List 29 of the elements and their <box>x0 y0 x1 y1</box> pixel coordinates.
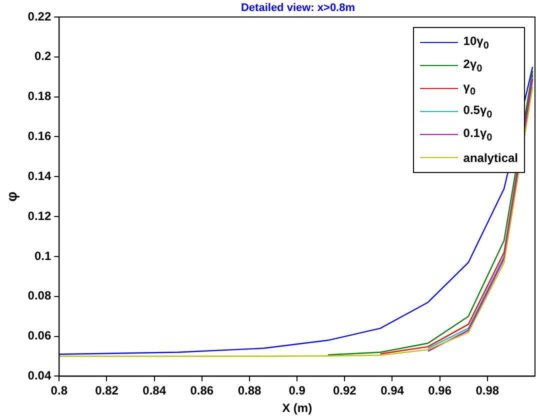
x-tick-label: 0.98 <box>476 384 500 398</box>
legend-label: 0.1γ$_{0}$ <box>463 126 492 144</box>
x-tick-label: 0.8 <box>50 384 68 398</box>
x-tick-label: 0.86 <box>190 384 214 398</box>
x-tick-label: 0.84 <box>142 384 166 398</box>
legend-label: 2γ$_{0}$ <box>463 56 482 74</box>
x-tick-label: 0.9 <box>288 384 306 398</box>
y-tick-label: 0.06 <box>28 328 52 343</box>
y-tick-label: 0.14 <box>28 168 52 183</box>
y-tick-label: 0.04 <box>28 368 52 383</box>
x-axis-title: X (m) <box>282 401 312 416</box>
x-tick-label: 0.92 <box>332 384 357 398</box>
y-tick-label: 0.1 <box>34 248 52 263</box>
y-axis-title: φ <box>3 192 20 202</box>
y-tick-label: 0.2 <box>34 49 52 64</box>
x-tick-label: 0.88 <box>238 384 262 398</box>
y-tick-label: 0.08 <box>28 288 52 303</box>
chart-title: Detailed view: x>0.8m <box>240 2 356 14</box>
x-tick-label: 0.96 <box>428 384 452 398</box>
legend-label: 0.5γ$_{0}$ <box>463 102 492 120</box>
x-tick-label: 0.94 <box>380 384 404 398</box>
y-tick-label: 0.18 <box>28 89 52 104</box>
x-tick-label: 0.82 <box>95 384 119 398</box>
legend-label: analytical <box>463 150 518 164</box>
y-tick-label: 0.22 <box>28 9 52 24</box>
legend-label: 10γ$_{0}$ <box>463 34 489 52</box>
y-tick-label: 0.16 <box>28 129 52 144</box>
y-tick-label: 0.12 <box>28 208 52 223</box>
legend-label: γ$_{0}$ <box>463 80 476 98</box>
